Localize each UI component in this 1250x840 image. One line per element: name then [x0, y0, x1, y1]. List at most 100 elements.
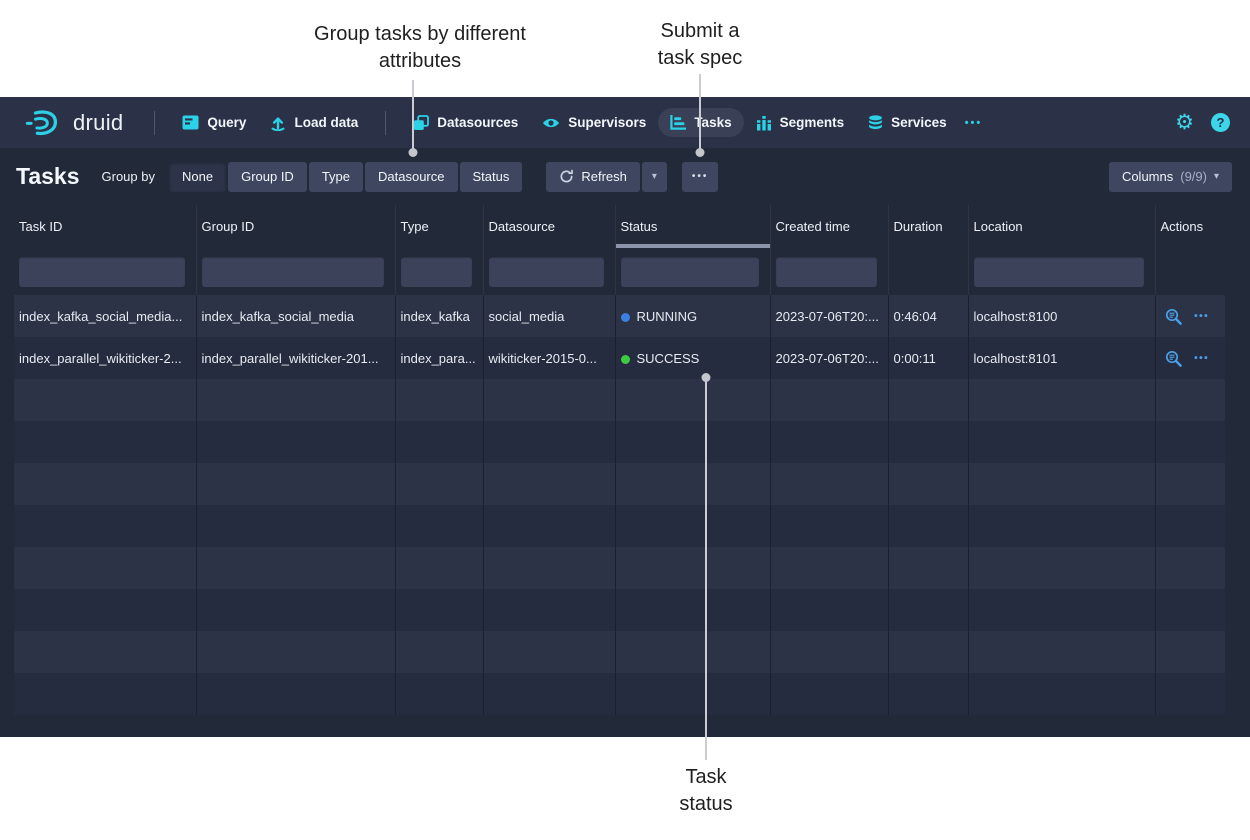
column-header-type[interactable]: Type — [395, 205, 484, 248]
table-row-empty — [14, 505, 1225, 547]
cell-duration: 0:46:04 — [888, 295, 969, 337]
table-header-row: Task ID Group ID Type Datasource Status … — [14, 205, 1225, 248]
column-header-duration[interactable]: Duration — [888, 205, 969, 248]
task-id-filter-input[interactable] — [19, 256, 185, 287]
nav-item-supervisors[interactable]: Supervisors — [530, 108, 658, 137]
page-title: Tasks — [16, 163, 80, 189]
status-dot-running — [620, 312, 630, 322]
column-header-status[interactable]: Status — [615, 205, 771, 248]
nav-right: ⚙ ? — [1175, 112, 1230, 133]
cell-datasource: social_media — [483, 295, 616, 337]
cell-type: index_kafka — [395, 295, 484, 337]
cell-datasource: wikiticker-2015-0... — [483, 337, 616, 379]
column-header-datasource[interactable]: Datasource — [483, 205, 616, 248]
column-header-group-id[interactable]: Group ID — [196, 205, 396, 248]
table-row-empty — [14, 589, 1225, 631]
group-by-none-button[interactable]: None — [169, 161, 227, 192]
nav-item-label: Datasources — [437, 115, 519, 130]
group-by-label: Group by — [101, 169, 155, 184]
magnifier-icon[interactable] — [1165, 308, 1182, 325]
tasks-table: Task ID Group ID Type Datasource Status … — [14, 205, 1225, 715]
cell-location: localhost:8100 — [968, 295, 1156, 337]
group-id-filter-input[interactable] — [201, 256, 384, 287]
nav-item-query[interactable]: Query — [170, 108, 258, 137]
nav-more-icon[interactable]: ••• — [964, 116, 983, 129]
datasource-filter-input[interactable] — [488, 256, 604, 287]
toolbar-more-button[interactable]: ••• — [681, 161, 719, 192]
cell-task-id: index_kafka_social_media... — [14, 295, 197, 337]
nav-item-datasources[interactable]: Datasources — [401, 108, 530, 138]
tasks-toolbar: Tasks Group by None Group ID Type Dataso… — [0, 148, 1250, 205]
row-more-icon[interactable]: ••• — [1194, 352, 1210, 364]
table-row-empty — [14, 673, 1225, 715]
help-icon[interactable]: ? — [1211, 113, 1230, 132]
upload-icon — [270, 115, 286, 131]
cell-task-id: index_parallel_wikiticker-2... — [14, 337, 197, 379]
table-row-empty — [14, 463, 1225, 505]
cell-location: localhost:8101 — [968, 337, 1156, 379]
database-icon — [868, 114, 883, 131]
table-row-empty — [14, 547, 1225, 589]
filter-row — [14, 248, 1225, 295]
refresh-icon — [559, 169, 574, 184]
nav-item-segments[interactable]: Segments — [744, 108, 857, 138]
cell-group-id: index_parallel_wikiticker-201... — [196, 337, 396, 379]
nav-item-label: Supervisors — [568, 115, 647, 130]
refresh-button[interactable]: Refresh — [546, 161, 640, 192]
nav-item-label: Services — [891, 115, 947, 130]
druid-console-window: druid Query Load data Datasou — [0, 97, 1250, 737]
cell-type: index_para... — [395, 337, 484, 379]
nav-item-label: Query — [207, 115, 247, 130]
annotation-line-submit-spec — [695, 74, 705, 157]
group-by-datasource-button[interactable]: Datasource — [365, 161, 458, 192]
status-dot-success — [620, 354, 630, 364]
table-row[interactable]: index_kafka_social_media... index_kafka_… — [14, 295, 1225, 337]
nav-divider — [385, 110, 387, 135]
table-row[interactable]: index_parallel_wikiticker-2... index_par… — [14, 337, 1225, 379]
table-row-empty — [14, 631, 1225, 673]
top-nav: druid Query Load data Datasou — [0, 97, 1250, 148]
status-label: RUNNING — [636, 308, 698, 324]
nav-item-services[interactable]: Services — [856, 108, 959, 138]
status-filter-input[interactable] — [620, 256, 759, 287]
cell-created-time: 2023-07-06T20:... — [770, 337, 889, 379]
segments-icon — [756, 115, 772, 131]
druid-logo[interactable]: druid — [24, 108, 123, 138]
group-by-type-button[interactable]: Type — [308, 161, 364, 192]
type-filter-input[interactable] — [400, 256, 472, 287]
table-row-empty — [14, 379, 1225, 421]
gantt-icon — [670, 115, 687, 130]
annotation-dot — [695, 148, 705, 157]
cell-duration: 0:00:11 — [888, 337, 969, 379]
column-header-created-time[interactable]: Created time — [770, 205, 889, 248]
columns-count: (9/9) — [1180, 169, 1207, 184]
chevron-down-icon: ▾ — [651, 170, 657, 182]
nav-divider — [154, 110, 156, 135]
column-header-actions[interactable]: Actions — [1160, 219, 1204, 234]
created-time-filter-input[interactable] — [775, 256, 877, 287]
refresh-label: Refresh — [581, 169, 627, 184]
group-by-status-button[interactable]: Status — [459, 161, 523, 192]
nav-item-load-data[interactable]: Load data — [258, 108, 370, 138]
location-filter-input[interactable] — [973, 256, 1144, 287]
annotation-group-tasks: Group tasks by different attributes — [314, 23, 526, 72]
row-more-icon[interactable]: ••• — [1194, 310, 1210, 322]
cell-status: RUNNING — [615, 295, 771, 337]
annotation-line-group-tasks — [408, 80, 418, 157]
gear-icon[interactable]: ⚙ — [1175, 110, 1194, 134]
eye-icon — [542, 116, 560, 130]
column-header-task-id[interactable]: Task ID — [14, 205, 197, 248]
annotation-line-task-status — [701, 373, 711, 760]
status-label: SUCCESS — [636, 350, 700, 366]
annotation-task-status: Task status — [679, 766, 733, 815]
cell-status: SUCCESS — [615, 337, 771, 379]
group-by-group-id-button[interactable]: Group ID — [228, 161, 307, 192]
columns-button[interactable]: Columns (9/9) ▾ — [1108, 161, 1232, 192]
druid-logo-icon — [25, 109, 58, 135]
brand-name: druid — [73, 109, 124, 135]
refresh-dropdown-button[interactable]: ▾ — [641, 161, 667, 192]
column-header-location[interactable]: Location — [968, 205, 1156, 248]
chevron-down-icon: ▾ — [1213, 170, 1219, 182]
magnifier-icon[interactable] — [1165, 350, 1182, 367]
